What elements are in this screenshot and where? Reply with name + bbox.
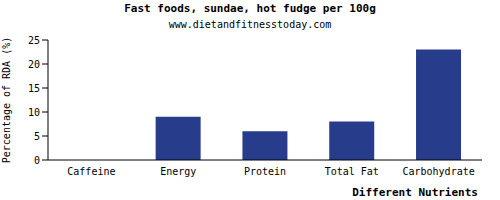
svg-text:25: 25	[28, 35, 40, 46]
svg-text:Carbohydrate: Carbohydrate	[402, 166, 474, 177]
svg-text:Percentage of RDA (%): Percentage of RDA (%)	[8, 37, 12, 163]
svg-text:Energy: Energy	[160, 166, 196, 177]
svg-text:0: 0	[34, 155, 40, 166]
svg-text:10: 10	[28, 107, 40, 118]
svg-text:5: 5	[34, 131, 40, 142]
svg-text:Caffeine: Caffeine	[67, 166, 115, 177]
svg-text:Protein: Protein	[244, 166, 286, 177]
html-text:www.dietandfitnesstoday.com: www.dietandfitnesstoday.com	[168, 19, 332, 30]
svg-text:Different Nutrients: Different Nutrients	[352, 186, 478, 199]
svg-text:Total Fat: Total Fat	[325, 166, 379, 177]
svg-text:15: 15	[28, 83, 40, 94]
html-text:Fast foods, sundae, hot fudge: Fast foods, sundae, hot fudge per 100g	[124, 2, 376, 15]
svg-text:20: 20	[28, 59, 40, 70]
